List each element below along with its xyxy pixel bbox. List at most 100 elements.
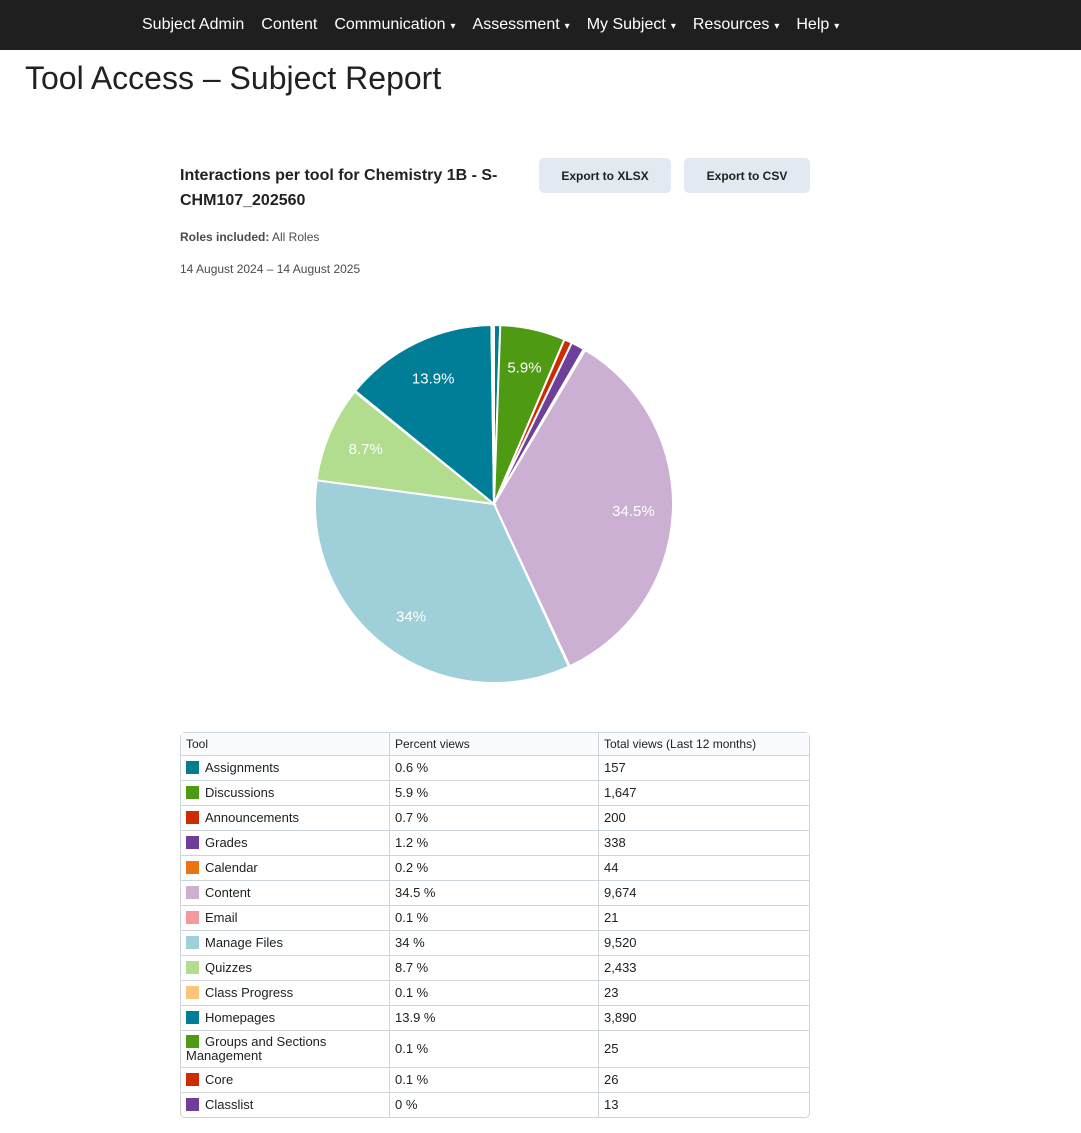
- table-row: Homepages 13.9 % 3,890: [181, 1006, 809, 1031]
- views-cell: 25: [599, 1031, 809, 1068]
- table-row: Manage Files 34 % 9,520: [181, 931, 809, 956]
- pie-slice-classlist[interactable]: [492, 323, 495, 505]
- nav-item-assessment[interactable]: Assessment ▾: [473, 16, 570, 34]
- export-xlsx-button[interactable]: Export to XLSX: [539, 158, 671, 193]
- tool-name: Manage Files: [205, 935, 284, 950]
- legend-swatch: [186, 1098, 199, 1111]
- nav-item-label: Assessment: [472, 16, 560, 33]
- percent-cell: 0.1 %: [390, 1068, 599, 1093]
- tool-name: Email: [205, 910, 238, 925]
- table-row: Class Progress 0.1 % 23: [181, 981, 809, 1006]
- table-row: Grades 1.2 % 338: [181, 831, 809, 856]
- percent-cell: 34.5 %: [390, 881, 599, 906]
- table-row: Groups and Sections Management 0.1 % 25: [181, 1031, 809, 1068]
- legend-swatch: [186, 861, 199, 874]
- pie-slice-homepages[interactable]: [353, 324, 496, 507]
- nav-item-label: My Subject: [586, 16, 666, 33]
- percent-cell: 0.7 %: [390, 806, 599, 831]
- chevron-down-icon: ▾: [834, 21, 840, 32]
- tool-name: Class Progress: [205, 985, 294, 1000]
- tool-cell: Class Progress: [181, 981, 390, 1006]
- tool-cell: Manage Files: [181, 931, 390, 956]
- table-row: Quizzes 8.7 % 2,433: [181, 956, 809, 981]
- views-cell: 157: [599, 756, 809, 781]
- views-cell: 9,674: [599, 881, 809, 906]
- percent-cell: 8.7 %: [390, 956, 599, 981]
- views-cell: 200: [599, 806, 809, 831]
- pie-chart: 5.9% 34.5% 34% 8.7% 13.9%: [314, 323, 674, 684]
- legend-swatch: [186, 761, 199, 774]
- legend-swatch: [186, 911, 199, 924]
- legend-swatch: [186, 1035, 199, 1048]
- percent-cell: 34 %: [390, 931, 599, 956]
- tool-cell: Grades: [181, 831, 390, 856]
- pie-slice-quizzes[interactable]: [315, 390, 498, 506]
- views-cell: 9,520: [599, 931, 809, 956]
- views-cell: 13: [604, 1097, 619, 1112]
- percent-cell: 0.2 %: [390, 856, 599, 881]
- slice-label: 13.9%: [412, 370, 455, 387]
- nav-item-label: Content: [261, 16, 318, 33]
- percent-cell: 0 %: [390, 1093, 599, 1117]
- tool-name: Announcements: [205, 810, 299, 825]
- table-row: Discussions 5.9 % 1,647: [181, 781, 809, 806]
- tool-name: Calendar: [205, 860, 258, 875]
- date-range: 14 August 2024 – 14 August 2025: [180, 262, 361, 276]
- legend-swatch: [186, 786, 199, 799]
- views-cell: 1,647: [599, 781, 809, 806]
- tool-cell: Content: [181, 881, 390, 906]
- tool-cell: Discussions: [181, 781, 390, 806]
- legend-swatch: [186, 1011, 199, 1024]
- legend-swatch: [186, 836, 199, 849]
- header-tool: Tool: [181, 733, 390, 756]
- slice-label: 34%: [396, 608, 426, 625]
- pie-slice-manage-files[interactable]: [314, 479, 571, 684]
- legend-swatch: [186, 961, 199, 974]
- table-header-row: Tool Percent views Total views (Last 12 …: [181, 733, 809, 756]
- pie-slice-content[interactable]: [492, 348, 674, 668]
- report-title: Interactions per tool for Chemistry 1B -…: [180, 167, 498, 209]
- export-csv-button[interactable]: Export to CSV: [684, 158, 810, 193]
- chevron-down-icon: ▾: [450, 21, 456, 32]
- nav-item-resources[interactable]: Resources ▾: [693, 16, 780, 34]
- nav-item-help[interactable]: Help ▾: [796, 16, 839, 34]
- nav-item-label: Help: [796, 16, 830, 33]
- tool-cell: Email: [181, 906, 390, 931]
- header-total: Total views (Last 12 months): [599, 733, 809, 756]
- percent-cell: 13.9 %: [390, 1006, 599, 1031]
- header-percent: Percent views: [390, 733, 599, 756]
- nav-item-label: Resources: [692, 16, 770, 33]
- roles-included: Roles included: All Roles: [180, 230, 319, 244]
- tool-cell: Announcements: [181, 806, 390, 831]
- views-cell: 3,890: [599, 1006, 809, 1031]
- roles-label: Roles included:: [180, 230, 270, 244]
- tool-cell: Assignments: [181, 756, 390, 781]
- percent-cell: 0.1 %: [390, 906, 599, 931]
- roles-value: All Roles: [272, 230, 320, 244]
- tool-name: Core: [205, 1072, 234, 1087]
- percent-cell: 0.1 %: [390, 981, 599, 1006]
- tool-name: Content: [205, 885, 251, 900]
- views-cell: 338: [599, 831, 809, 856]
- nav-item-content[interactable]: Content: [261, 16, 317, 34]
- nav-item-label: Communication: [334, 16, 446, 33]
- top-nav: Subject Admin Content Communication ▾ Assess…: [0, 0, 1081, 50]
- slice-label: 34.5%: [612, 503, 655, 520]
- nav-item-my-subject[interactable]: My Subject ▾: [587, 16, 676, 34]
- table-row: Announcements 0.7 % 200: [181, 806, 809, 831]
- nav-item-subject-admin[interactable]: Subject Admin: [142, 16, 244, 34]
- legend-swatch: [186, 1073, 199, 1086]
- percent-cell: 0.1 %: [390, 1031, 599, 1068]
- slice-label: 8.7%: [349, 441, 383, 458]
- percent-cell: 1.2 %: [390, 831, 599, 856]
- legend-swatch: [186, 811, 199, 824]
- nav-item-label: Subject Admin: [142, 16, 245, 33]
- legend-swatch: [186, 986, 199, 999]
- views-cell: 44: [599, 856, 809, 881]
- table-row: Assignments 0.6 % 157: [181, 756, 809, 781]
- tool-name: Groups and Sections Management: [186, 1034, 327, 1063]
- nav-item-communication[interactable]: Communication ▾: [334, 16, 455, 34]
- views-cell: 26: [599, 1068, 809, 1093]
- legend-swatch: [186, 936, 199, 949]
- tool-name: Assignments: [205, 760, 280, 775]
